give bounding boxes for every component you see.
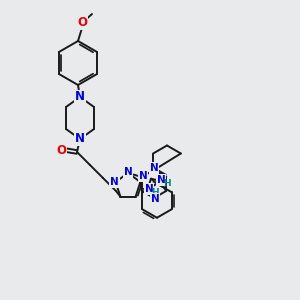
Text: H: H (151, 188, 159, 197)
Text: O: O (56, 143, 66, 157)
Text: N: N (75, 91, 85, 103)
Text: N: N (139, 171, 147, 181)
Text: N: N (124, 167, 132, 177)
Text: N: N (145, 184, 154, 194)
Text: N: N (150, 163, 158, 173)
Text: N: N (110, 177, 119, 187)
Text: N: N (157, 175, 166, 185)
Text: O: O (77, 16, 87, 29)
Text: H: H (164, 179, 171, 188)
Text: N: N (75, 133, 85, 146)
Text: N: N (151, 194, 159, 204)
